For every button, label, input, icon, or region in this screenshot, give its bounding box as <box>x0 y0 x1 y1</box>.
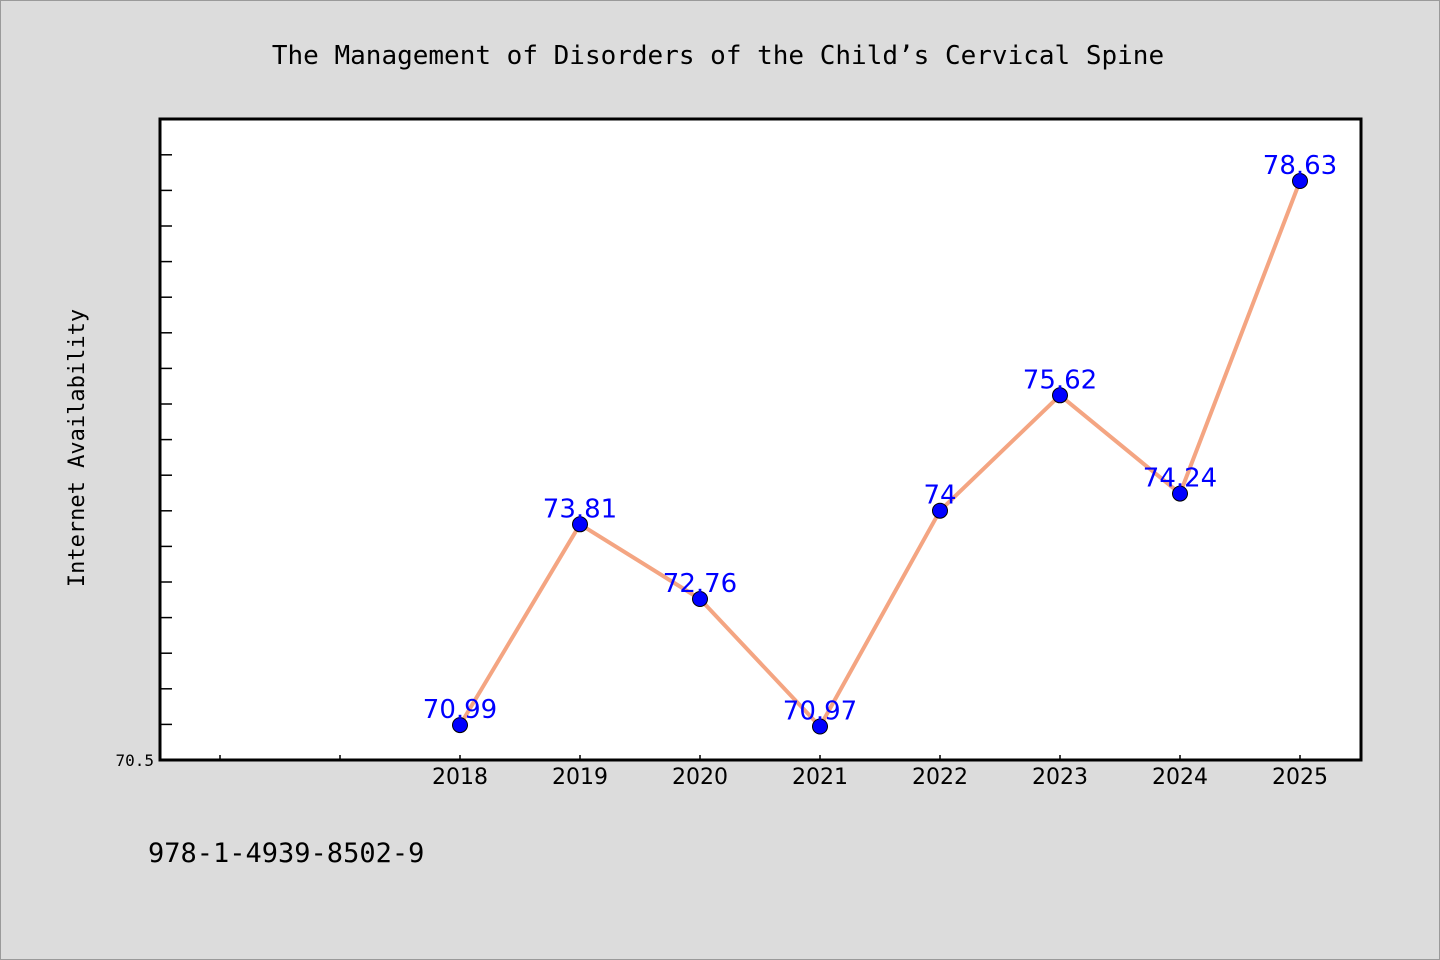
y-axis-label: Internet Availability <box>65 309 90 587</box>
x-axis-ticks <box>219 755 1301 760</box>
data-label: 73.81 <box>543 494 617 524</box>
series-markers <box>452 173 1308 735</box>
data-label: 70.99 <box>423 695 497 725</box>
data-label: 74 <box>923 481 956 511</box>
x-tick-label: 2020 <box>672 765 728 790</box>
data-label: 74.24 <box>1143 464 1217 494</box>
plot-area <box>158 117 1363 762</box>
chart-title: The Management of Disorders of the Child… <box>272 41 1164 71</box>
data-point <box>1292 173 1308 189</box>
data-label: 72.76 <box>663 569 737 599</box>
x-tick-label: 2018 <box>432 765 488 790</box>
data-label: 70.97 <box>783 697 857 727</box>
series-line <box>458 180 1302 729</box>
data-point <box>932 502 948 519</box>
y-axis-ticks <box>160 118 172 761</box>
data-point <box>572 516 588 533</box>
x-axis-tick-labels: 2018 2019 2020 2021 2022 2023 2024 2025 <box>432 765 1328 790</box>
x-tick-label: 2022 <box>912 765 968 790</box>
data-point <box>692 591 708 607</box>
data-labels: 70.99 73.81 72.76 70.97 74 75.62 74.24 78.63 <box>423 151 1337 727</box>
x-tick-label: 2019 <box>552 765 608 790</box>
data-point <box>1052 387 1068 404</box>
data-point <box>452 717 468 734</box>
data-label: 75.62 <box>1023 365 1097 395</box>
data-label: 78.63 <box>1263 151 1337 181</box>
y-tick-label: 70.5 <box>115 751 154 770</box>
isbn-text: 978-1-4939-8502-9 <box>148 838 424 869</box>
x-tick-label: 2023 <box>1032 765 1088 790</box>
x-tick-label: 2021 <box>792 765 848 790</box>
x-tick-label: 2025 <box>1272 765 1328 790</box>
data-point <box>812 718 828 735</box>
data-point <box>1172 485 1188 502</box>
x-tick-label: 2024 <box>1152 765 1208 790</box>
